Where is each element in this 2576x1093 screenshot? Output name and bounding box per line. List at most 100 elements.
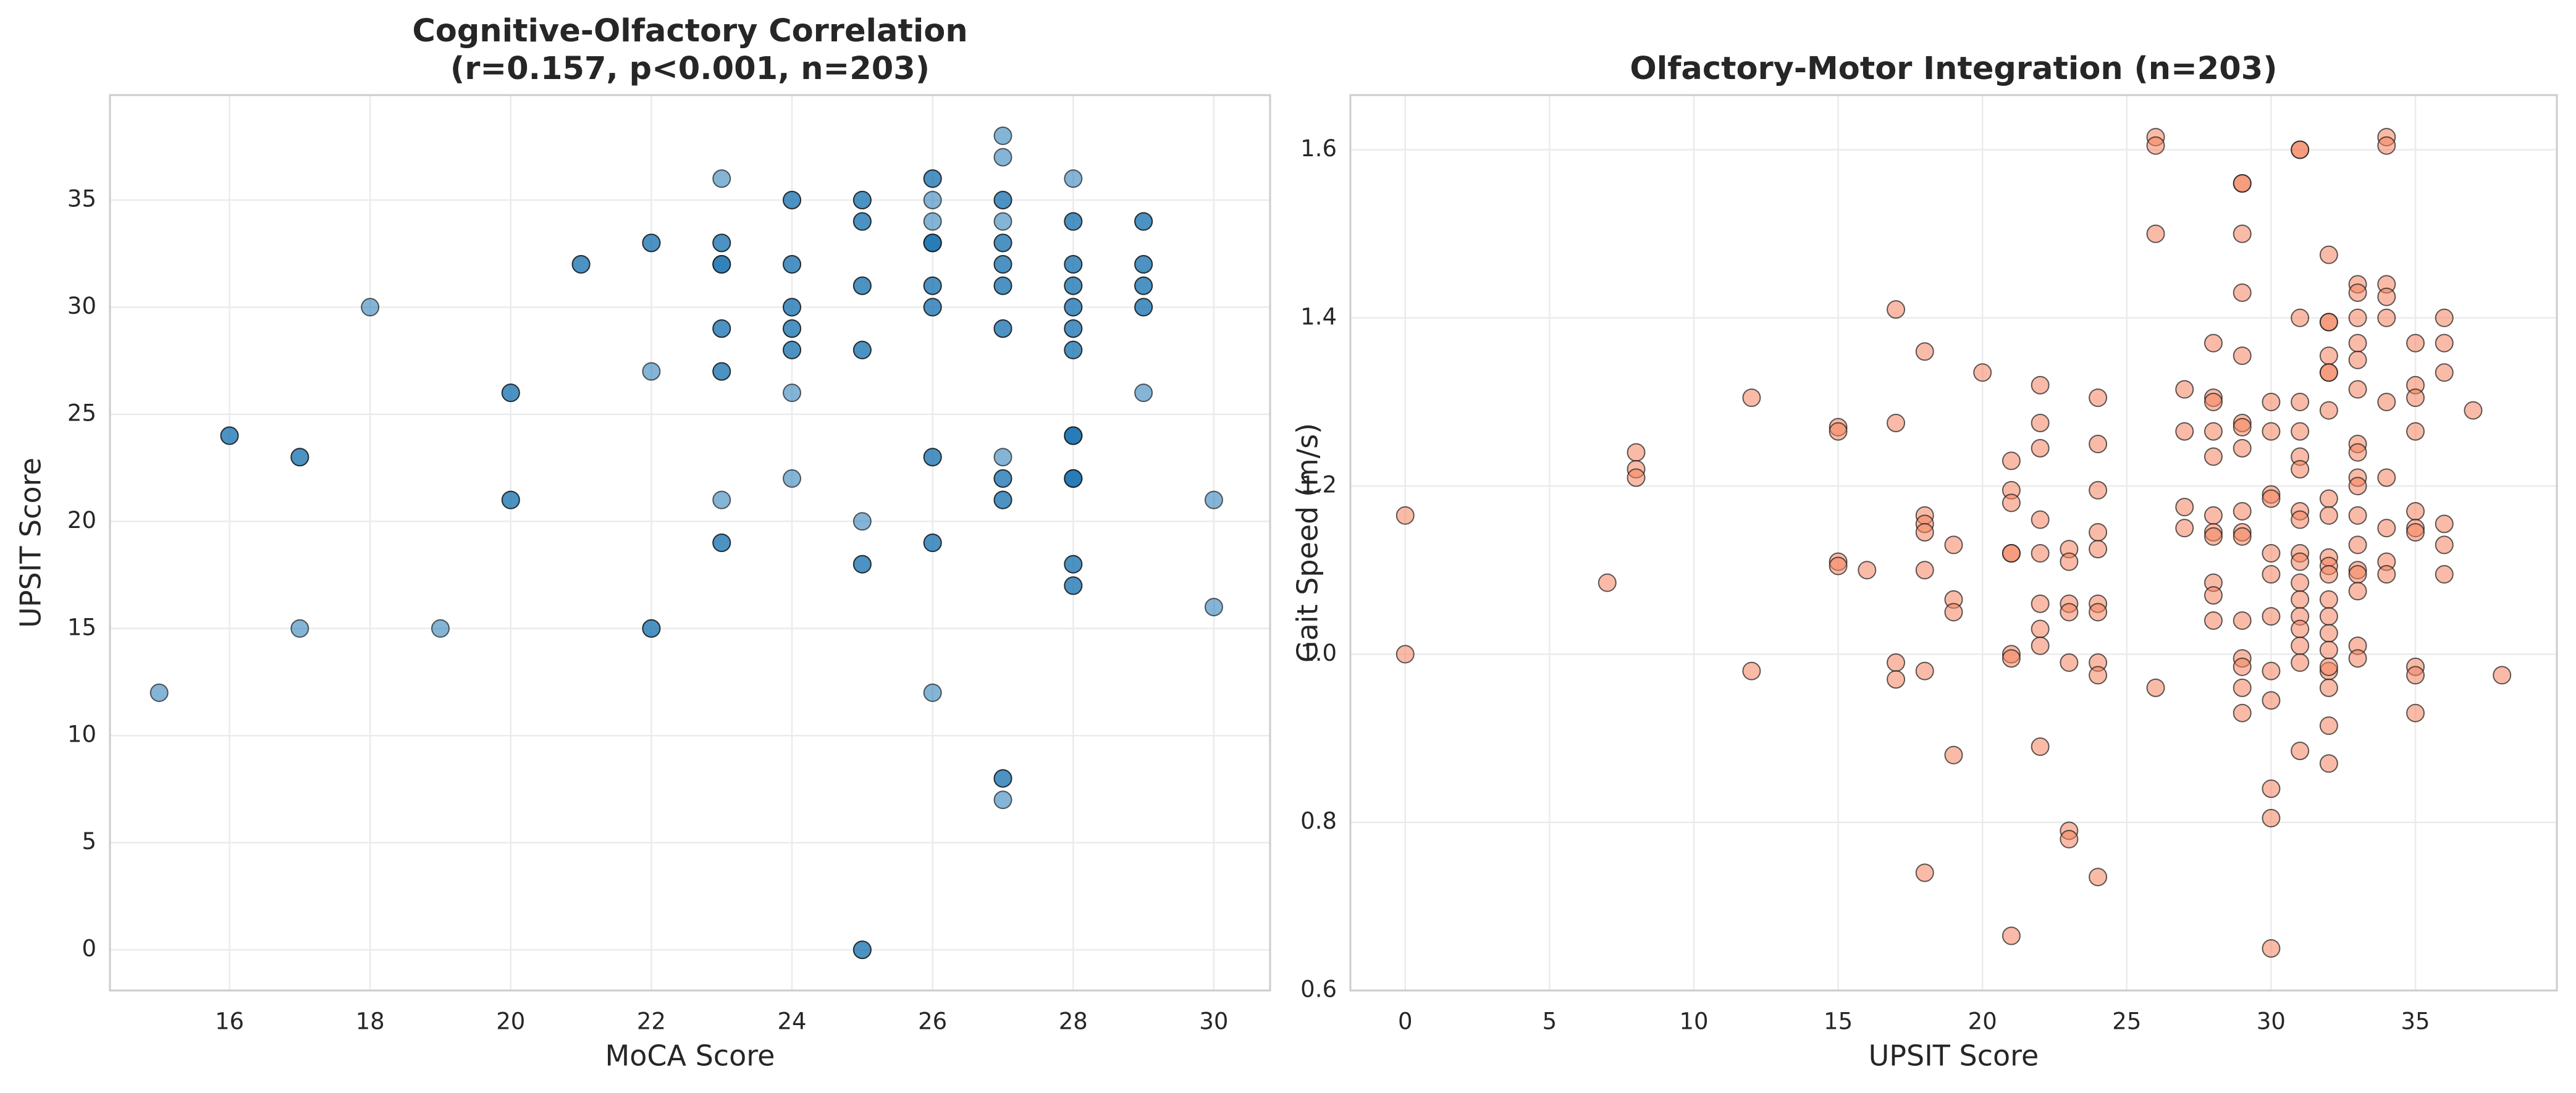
x-tick-label: 15 xyxy=(1824,1008,1853,1035)
point xyxy=(2204,527,2223,546)
point xyxy=(642,362,661,381)
x-tick-label: 30 xyxy=(1199,1008,1228,1035)
point xyxy=(1064,169,1083,188)
point xyxy=(2204,611,2223,630)
point xyxy=(1944,535,1963,555)
point xyxy=(2348,350,2367,369)
point xyxy=(290,619,309,638)
point xyxy=(2319,506,2338,525)
point xyxy=(783,383,802,403)
point xyxy=(2377,468,2396,487)
point xyxy=(2031,737,2050,756)
point xyxy=(1064,469,1083,488)
point xyxy=(2233,703,2252,722)
point xyxy=(2204,392,2223,411)
point xyxy=(2291,653,2310,672)
point xyxy=(923,683,942,702)
point xyxy=(1395,506,1415,525)
point xyxy=(2262,808,2281,827)
y-tick-label: 0.6 xyxy=(1300,976,1337,1003)
point xyxy=(993,190,1012,209)
point xyxy=(2233,174,2252,193)
point xyxy=(2291,308,2310,327)
point xyxy=(923,212,942,231)
point xyxy=(993,769,1012,788)
point xyxy=(1134,255,1153,274)
point xyxy=(2377,392,2396,411)
point xyxy=(2435,308,2454,327)
y-tick-label: 1.6 xyxy=(1300,135,1337,162)
point xyxy=(2319,363,2338,382)
point xyxy=(2406,422,2425,441)
point xyxy=(2233,611,2252,630)
point xyxy=(2262,779,2281,798)
y-tick-label: 10 xyxy=(67,721,96,748)
point xyxy=(1887,413,1906,432)
x-tick-label: 16 xyxy=(215,1008,244,1035)
point xyxy=(2319,624,2338,643)
y-tick-label: 15 xyxy=(67,614,96,640)
point xyxy=(2262,489,2281,508)
point xyxy=(2031,544,2050,563)
point xyxy=(2089,435,2108,454)
point xyxy=(2291,459,2310,479)
point xyxy=(2319,607,2338,626)
point xyxy=(2348,380,2367,399)
point xyxy=(1829,422,1848,441)
y-tick-label: 1.4 xyxy=(1300,303,1337,330)
point xyxy=(1742,388,1761,408)
point xyxy=(1627,443,1646,462)
point xyxy=(2089,388,2108,408)
point xyxy=(1134,276,1153,295)
point xyxy=(1829,556,1848,576)
point xyxy=(2291,140,2310,159)
point xyxy=(501,383,520,403)
point xyxy=(2319,678,2338,697)
point xyxy=(923,534,942,552)
point xyxy=(2406,522,2425,542)
point xyxy=(220,426,239,445)
point xyxy=(2406,333,2425,353)
point xyxy=(2001,649,2021,668)
point xyxy=(2319,657,2338,676)
point xyxy=(1064,298,1083,317)
point xyxy=(1627,468,1646,487)
point xyxy=(2001,544,2021,563)
point xyxy=(2377,565,2396,584)
x-tick-label: 22 xyxy=(637,1008,666,1035)
point xyxy=(993,255,1012,274)
point xyxy=(1134,383,1153,403)
y-tick-label: 1.0 xyxy=(1300,640,1337,666)
point xyxy=(2435,565,2454,584)
point xyxy=(2348,283,2367,302)
x-tick-label: 5 xyxy=(1543,1008,1557,1035)
plot-area xyxy=(110,95,1270,990)
point xyxy=(2233,417,2252,437)
x-tick-label: 28 xyxy=(1059,1008,1088,1035)
point xyxy=(1134,212,1153,231)
point xyxy=(1944,745,1963,764)
point xyxy=(2001,926,2021,945)
point xyxy=(2377,519,2396,538)
point xyxy=(852,276,872,295)
point xyxy=(2204,506,2223,525)
point xyxy=(2291,741,2310,760)
point xyxy=(2435,535,2454,555)
point xyxy=(1064,212,1083,231)
point xyxy=(2089,666,2108,685)
point xyxy=(783,255,802,274)
point xyxy=(2204,422,2223,441)
chart-subtitle: (r=0.157, p<0.001, n=203) xyxy=(450,51,930,87)
point xyxy=(2175,380,2194,399)
point xyxy=(1597,573,1617,592)
y-tick-label: 1.2 xyxy=(1300,472,1337,498)
point xyxy=(783,340,802,359)
point xyxy=(2262,392,2281,411)
point xyxy=(1858,561,1877,580)
point xyxy=(2089,540,2108,559)
point xyxy=(2233,527,2252,546)
point xyxy=(1204,598,1223,617)
point xyxy=(2175,422,2194,441)
point xyxy=(993,319,1012,338)
